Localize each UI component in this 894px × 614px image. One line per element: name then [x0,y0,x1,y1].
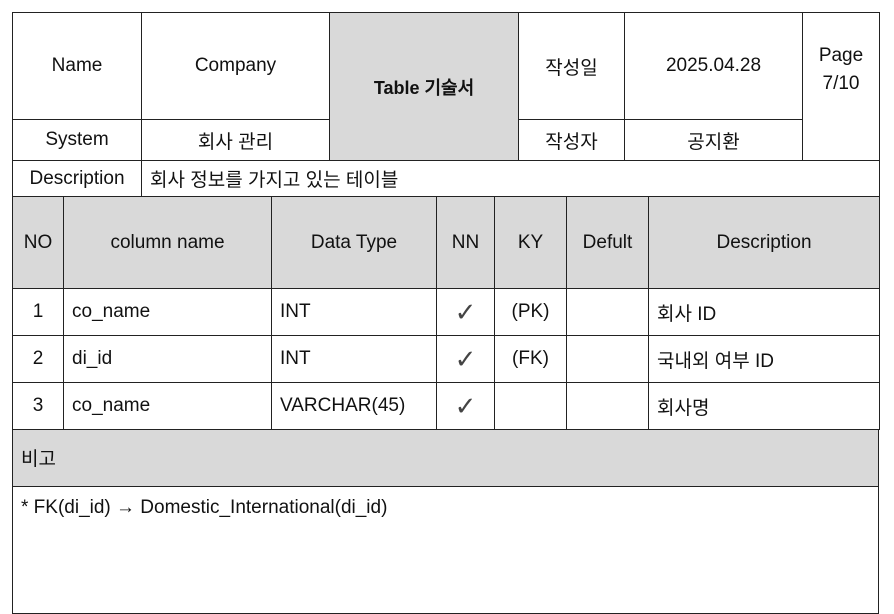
name-label: Name [12,12,142,120]
page-cell: Page 7/10 [802,12,880,161]
row-key [494,382,567,430]
col-header-data-type: Data Type [271,196,437,289]
description-label: Description [12,159,142,198]
document-title: Table 기술서 [329,12,519,161]
table-spec-sheet: Name Company Table 기술서 작성일 2025.04.28 Pa… [12,12,880,614]
table-row: 2 di_id INT ✓ (FK) 국내외 여부 ID [12,335,880,383]
written-date-label: 작성일 [518,12,625,120]
col-header-description: Description [648,196,880,289]
notes-title: 비고 [12,428,879,487]
written-date-value: 2025.04.28 [624,12,803,120]
author-label: 작성자 [518,119,625,161]
description-value: 회사 정보를 가지고 있는 테이블 [141,159,880,198]
system-label: System [12,119,142,161]
row-no: 3 [12,382,64,430]
row-key: (PK) [494,288,567,336]
system-value: 회사 관리 [141,119,330,161]
row-column-name: co_name [63,288,272,336]
column-header-row: NO column name Data Type NN KY Defult De… [12,196,880,289]
row-nn-check-icon: ✓ [436,335,495,383]
row-data-type: INT [271,288,437,336]
row-description: 회사 ID [648,288,880,336]
col-header-ky: KY [494,196,567,289]
row-no: 1 [12,288,64,336]
row-description: 회사명 [648,382,880,430]
row-default [566,288,649,336]
row-no: 2 [12,335,64,383]
notes-table: 비고 * FK(di_id) → Domestic_International(… [12,428,879,614]
table-row: 3 co_name VARCHAR(45) ✓ 회사명 [12,382,880,430]
notes-body: * FK(di_id) → Domestic_International(di_… [12,485,879,614]
header-table: Name Company Table 기술서 작성일 2025.04.28 Pa… [12,12,880,161]
col-header-nn: NN [436,196,495,289]
row-key: (FK) [494,335,567,383]
column-table: NO column name Data Type NN KY Defult De… [12,196,880,430]
col-header-default: Defult [566,196,649,289]
page-number: 7/10 [822,72,860,94]
row-column-name: di_id [63,335,272,383]
table-row: 1 co_name INT ✓ (PK) 회사 ID [12,288,880,336]
description-table: Description 회사 정보를 가지고 있는 테이블 [12,159,880,198]
col-header-no: NO [12,196,64,289]
row-default [566,335,649,383]
row-default [566,382,649,430]
row-data-type: INT [271,335,437,383]
row-column-name: co_name [63,382,272,430]
row-nn-check-icon: ✓ [436,382,495,430]
row-data-type: VARCHAR(45) [271,382,437,430]
page-label: Page [818,44,864,66]
col-header-column-name: column name [63,196,272,289]
row-nn-check-icon: ✓ [436,288,495,336]
name-value: Company [141,12,330,120]
author-value: 공지환 [624,119,803,161]
row-description: 국내외 여부 ID [648,335,880,383]
